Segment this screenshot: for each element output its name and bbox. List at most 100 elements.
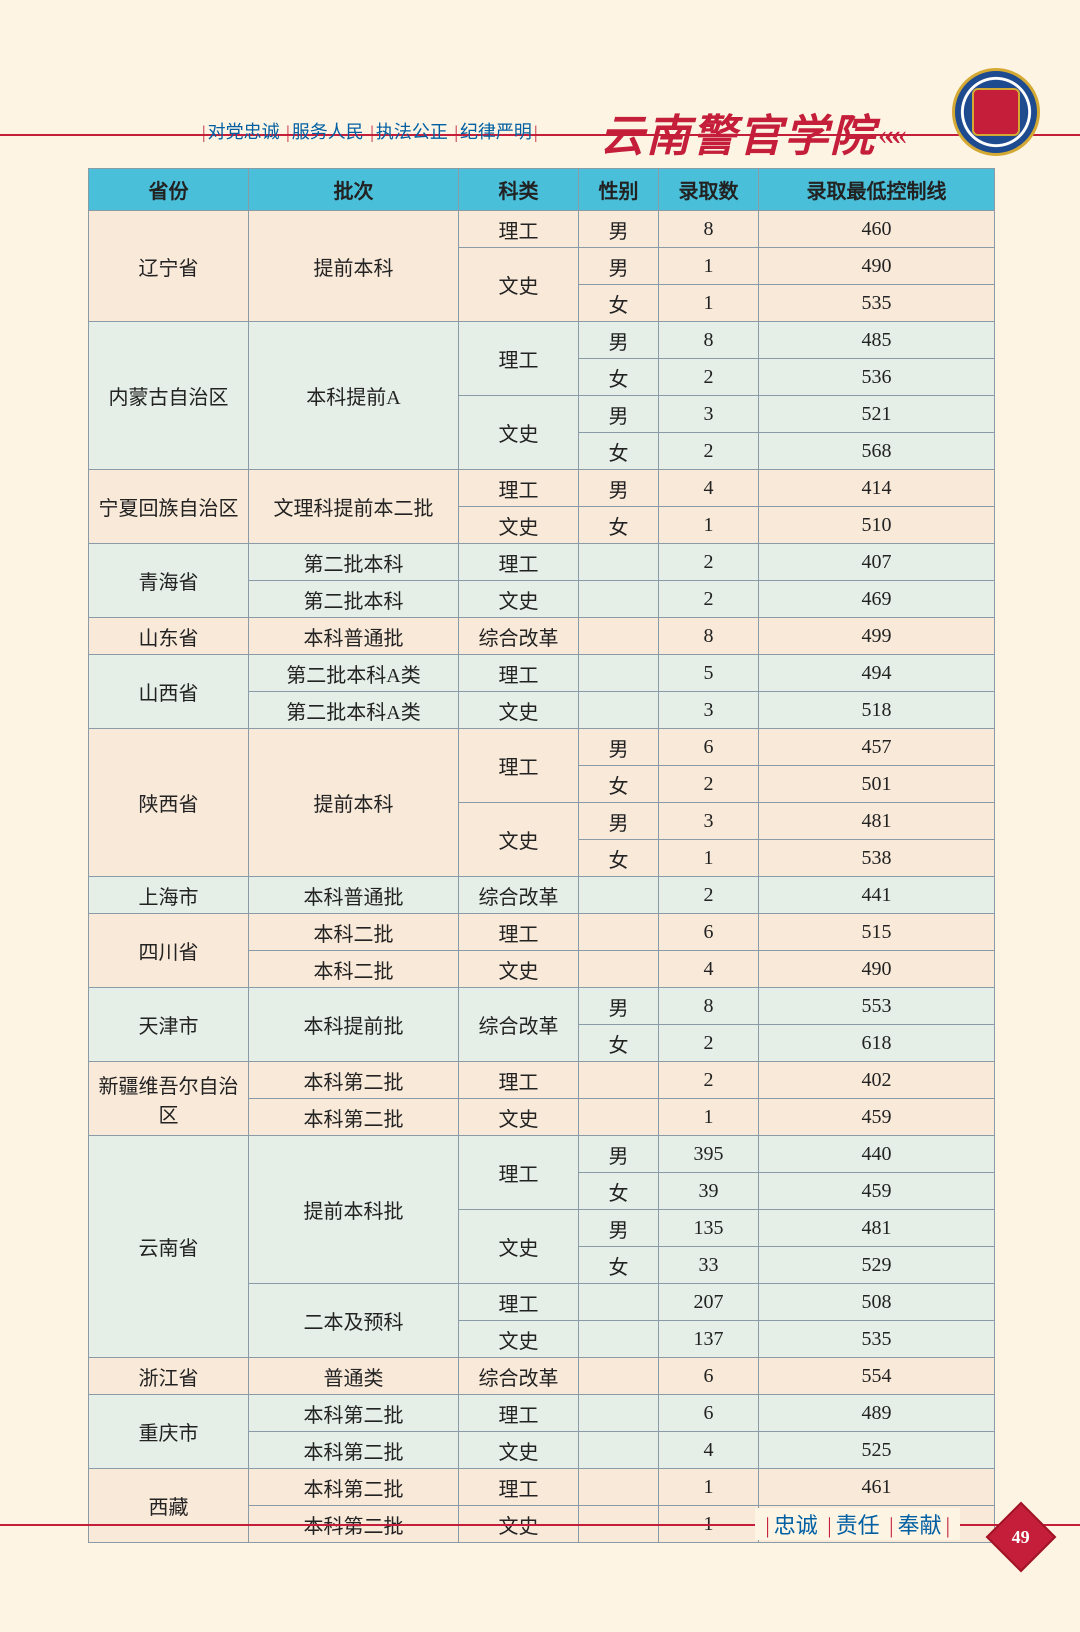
cell-count: 4 bbox=[659, 951, 759, 988]
cell-category: 文史 bbox=[459, 951, 579, 988]
cell-gender: 女 bbox=[579, 1173, 659, 1210]
cell-province: 内蒙古自治区 bbox=[89, 322, 249, 470]
col-count: 录取数 bbox=[659, 169, 759, 211]
cell-category: 文史 bbox=[459, 248, 579, 322]
table-row: 重庆市本科第二批理工6489 bbox=[89, 1395, 995, 1432]
cell-category: 文史 bbox=[459, 396, 579, 470]
cell-gender: 女 bbox=[579, 1025, 659, 1062]
cell-score: 501 bbox=[759, 766, 995, 803]
cell-count: 6 bbox=[659, 1395, 759, 1432]
cell-score: 536 bbox=[759, 359, 995, 396]
cell-count: 6 bbox=[659, 914, 759, 951]
cell-batch: 本科第二批 bbox=[249, 1062, 459, 1099]
cell-category: 文史 bbox=[459, 1321, 579, 1358]
cell-batch: 本科普通批 bbox=[249, 877, 459, 914]
cell-count: 33 bbox=[659, 1247, 759, 1284]
cell-category: 理工 bbox=[459, 1136, 579, 1210]
cell-province: 上海市 bbox=[89, 877, 249, 914]
cell-category: 文史 bbox=[459, 692, 579, 729]
cell-gender bbox=[579, 1358, 659, 1395]
cell-gender: 女 bbox=[579, 766, 659, 803]
cell-category: 理工 bbox=[459, 544, 579, 581]
cell-batch: 第二批本科 bbox=[249, 544, 459, 581]
cell-score: 490 bbox=[759, 951, 995, 988]
cell-count: 1 bbox=[659, 507, 759, 544]
table-row: 青海省第二批本科理工2407 bbox=[89, 544, 995, 581]
cell-score: 481 bbox=[759, 803, 995, 840]
cell-batch: 本科普通批 bbox=[249, 618, 459, 655]
page-header: |对党忠诚 |服务人民 |执法公正 |纪律严明| 云南警官学院 ««« bbox=[0, 88, 1080, 148]
cell-score: 459 bbox=[759, 1173, 995, 1210]
cell-batch: 提前本科 bbox=[249, 729, 459, 877]
admission-table-wrap: 省份 批次 科类 性别 录取数 录取最低控制线 辽宁省提前本科理工男8460文史… bbox=[88, 168, 994, 1543]
cell-count: 1 bbox=[659, 1099, 759, 1136]
cell-gender: 男 bbox=[579, 1136, 659, 1173]
cell-batch: 本科二批 bbox=[249, 914, 459, 951]
cell-batch: 提前本科 bbox=[249, 211, 459, 322]
cell-count: 3 bbox=[659, 396, 759, 433]
cell-category: 综合改革 bbox=[459, 618, 579, 655]
cell-category: 理工 bbox=[459, 211, 579, 248]
col-batch: 批次 bbox=[249, 169, 459, 211]
table-row: 山东省本科普通批综合改革8499 bbox=[89, 618, 995, 655]
cell-gender bbox=[579, 1395, 659, 1432]
col-score: 录取最低控制线 bbox=[759, 169, 995, 211]
cell-gender bbox=[579, 655, 659, 692]
cell-count: 2 bbox=[659, 766, 759, 803]
cell-gender bbox=[579, 1321, 659, 1358]
cell-gender: 男 bbox=[579, 470, 659, 507]
cell-score: 407 bbox=[759, 544, 995, 581]
cell-category: 理工 bbox=[459, 655, 579, 692]
cell-category: 综合改革 bbox=[459, 988, 579, 1062]
cell-score: 510 bbox=[759, 507, 995, 544]
cell-gender: 男 bbox=[579, 988, 659, 1025]
cell-count: 2 bbox=[659, 877, 759, 914]
cell-category: 理工 bbox=[459, 470, 579, 507]
col-gender: 性别 bbox=[579, 169, 659, 211]
table-header-row: 省份 批次 科类 性别 录取数 录取最低控制线 bbox=[89, 169, 995, 211]
cell-province: 辽宁省 bbox=[89, 211, 249, 322]
cell-score: 402 bbox=[759, 1062, 995, 1099]
cell-province: 青海省 bbox=[89, 544, 249, 618]
cell-score: 535 bbox=[759, 1321, 995, 1358]
cell-category: 文史 bbox=[459, 1210, 579, 1284]
col-category: 科类 bbox=[459, 169, 579, 211]
cell-score: 489 bbox=[759, 1395, 995, 1432]
cell-score: 459 bbox=[759, 1099, 995, 1136]
cell-score: 535 bbox=[759, 285, 995, 322]
cell-gender bbox=[579, 951, 659, 988]
cell-gender bbox=[579, 581, 659, 618]
cell-score: 457 bbox=[759, 729, 995, 766]
table-row: 陕西省提前本科理工男6457 bbox=[89, 729, 995, 766]
admission-table: 省份 批次 科类 性别 录取数 录取最低控制线 辽宁省提前本科理工男8460文史… bbox=[88, 168, 995, 1543]
cell-count: 2 bbox=[659, 1062, 759, 1099]
cell-score: 440 bbox=[759, 1136, 995, 1173]
cell-category: 文史 bbox=[459, 803, 579, 877]
cell-gender bbox=[579, 1062, 659, 1099]
cell-gender bbox=[579, 618, 659, 655]
cell-gender bbox=[579, 914, 659, 951]
school-title: 云南警官学院 bbox=[600, 100, 876, 164]
cell-gender: 男 bbox=[579, 248, 659, 285]
cell-category: 文史 bbox=[459, 1099, 579, 1136]
cell-province: 浙江省 bbox=[89, 1358, 249, 1395]
cell-province: 天津市 bbox=[89, 988, 249, 1062]
cell-province: 宁夏回族自治区 bbox=[89, 470, 249, 544]
cell-count: 39 bbox=[659, 1173, 759, 1210]
cell-score: 469 bbox=[759, 581, 995, 618]
cell-gender: 男 bbox=[579, 322, 659, 359]
cell-batch: 文理科提前本二批 bbox=[249, 470, 459, 544]
cell-province: 重庆市 bbox=[89, 1395, 249, 1469]
cell-count: 1 bbox=[659, 840, 759, 877]
cell-gender: 女 bbox=[579, 507, 659, 544]
cell-gender: 男 bbox=[579, 396, 659, 433]
cell-count: 5 bbox=[659, 655, 759, 692]
cell-gender bbox=[579, 877, 659, 914]
cell-category: 理工 bbox=[459, 1395, 579, 1432]
cell-category: 综合改革 bbox=[459, 877, 579, 914]
cell-count: 2 bbox=[659, 359, 759, 396]
header-motto: |对党忠诚 |服务人民 |执法公正 |纪律严明| bbox=[200, 118, 540, 144]
cell-count: 4 bbox=[659, 1432, 759, 1469]
cell-batch: 第二批本科A类 bbox=[249, 655, 459, 692]
cell-province: 陕西省 bbox=[89, 729, 249, 877]
